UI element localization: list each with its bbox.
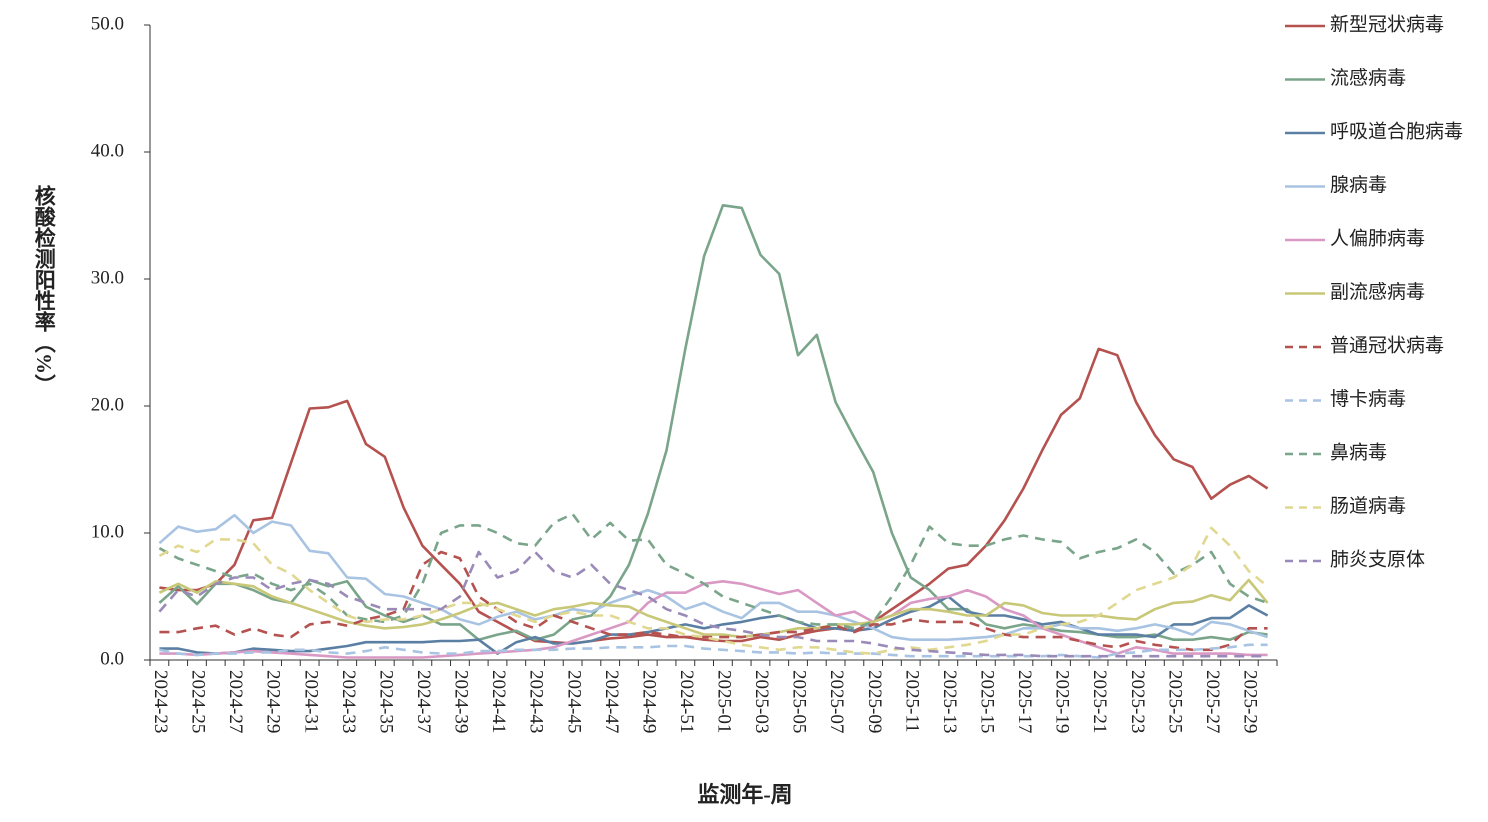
legend-label: 肺炎支原体 — [1330, 548, 1425, 570]
y-tick-label: 20.0 — [91, 394, 124, 415]
x-tick-label: 2024-33 — [338, 670, 359, 733]
x-tick-label: 2025-19 — [1052, 670, 1073, 733]
x-tick-label: 2025-25 — [1164, 670, 1185, 733]
legend-label: 普通冠状病毒 — [1330, 334, 1444, 356]
x-tick-label: 2024-43 — [526, 670, 547, 733]
x-tick-label: 2025-15 — [976, 670, 997, 733]
x-tick-label: 2024-45 — [563, 670, 584, 733]
legend-label: 新型冠状病毒 — [1330, 13, 1444, 35]
x-tick-label: 2024-25 — [188, 670, 209, 733]
series-line — [158, 526, 1269, 655]
legend-label: 腺病毒 — [1330, 174, 1387, 196]
legend-label: 博卡病毒 — [1330, 388, 1406, 410]
y-tick-label: 50.0 — [91, 13, 124, 34]
series-line — [158, 204, 1268, 641]
series-line — [158, 550, 1268, 658]
x-tick-label: 2025-27 — [1202, 670, 1223, 733]
x-tick-label: 2024-49 — [638, 670, 659, 733]
x-tick-label: 2025-05 — [789, 670, 810, 733]
series-line — [158, 513, 1269, 641]
y-axis-title: 核酸检测阳性率（%） — [32, 184, 56, 395]
x-axis-title: 监测年-周 — [697, 782, 792, 807]
x-tick-label: 2024-51 — [676, 670, 697, 733]
x-tick-label: 2025-01 — [714, 670, 735, 733]
x-tick-label: 2025-07 — [826, 670, 847, 733]
legend-label: 鼻病毒 — [1330, 441, 1387, 463]
x-tick-label: 2025-03 — [751, 670, 772, 733]
x-tick-label: 2024-27 — [225, 670, 246, 733]
x-tick-label: 2025-11 — [901, 670, 922, 733]
legend-label: 呼吸道合胞病毒 — [1330, 120, 1463, 142]
y-tick-label: 10.0 — [91, 521, 124, 542]
x-tick-label: 2025-21 — [1089, 670, 1110, 733]
x-tick-label: 2025-17 — [1014, 670, 1035, 733]
x-tick-label: 2024-37 — [413, 670, 434, 733]
x-tick-label: 2024-47 — [601, 670, 622, 733]
x-tick-label: 2024-29 — [263, 670, 284, 733]
x-tick-label: 2024-35 — [375, 670, 396, 733]
x-tick-label: 2025-13 — [939, 670, 960, 733]
series-line — [159, 580, 1268, 659]
x-tick-label: 2024-23 — [150, 670, 171, 733]
x-tick-label: 2025-23 — [1127, 670, 1148, 733]
x-tick-label: 2024-39 — [451, 670, 472, 733]
legend-label: 副流感病毒 — [1330, 281, 1425, 303]
series-line — [159, 347, 1269, 645]
x-tick-label: 2025-29 — [1239, 670, 1260, 733]
x-tick-label: 2024-41 — [488, 670, 509, 733]
y-tick-label: 0.0 — [100, 648, 124, 669]
y-tick-label: 30.0 — [91, 267, 124, 288]
x-tick-label: 2025-09 — [864, 670, 885, 733]
series-line — [158, 578, 1269, 639]
series-line — [159, 550, 1268, 652]
x-tick-label: 2024-31 — [300, 670, 321, 733]
legend-label: 流感病毒 — [1330, 67, 1406, 89]
legend-label: 人偏肺病毒 — [1330, 227, 1425, 249]
y-tick-label: 40.0 — [91, 140, 124, 161]
legend-label: 肠道病毒 — [1330, 495, 1406, 517]
series-line — [158, 512, 1269, 630]
